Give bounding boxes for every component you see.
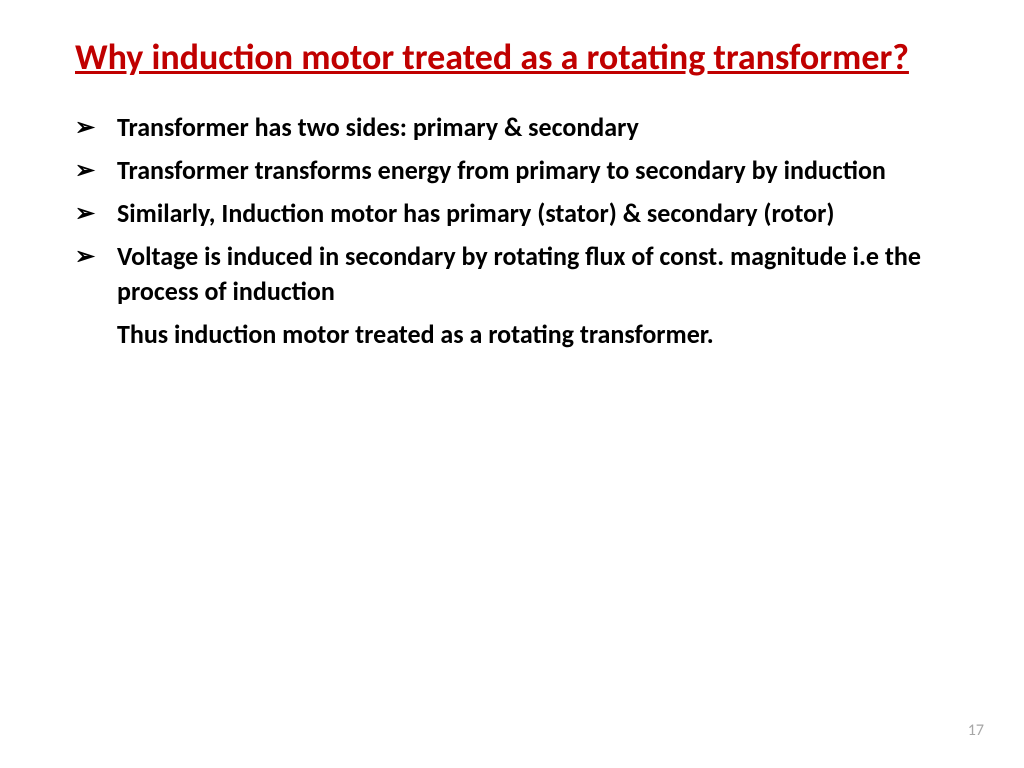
bullet-text: Transformer transforms energy from prima… [117, 153, 949, 188]
bullet-text: Similarly, Induction motor has primary (… [117, 196, 949, 231]
bullet-text: Transformer has two sides: primary & sec… [117, 110, 949, 145]
bullet-item: ➢ Voltage is induced in secondary by rot… [75, 239, 949, 309]
page-number: 17 [968, 721, 984, 740]
bullet-list: ➢ Transformer has two sides: primary & s… [75, 110, 949, 309]
bullet-marker-icon: ➢ [75, 239, 117, 273]
bullet-marker-icon: ➢ [75, 196, 117, 230]
bullet-marker-icon: ➢ [75, 110, 117, 144]
conclusion-text: Thus induction motor treated as a rotati… [117, 317, 949, 352]
bullet-text: Voltage is induced in secondary by rotat… [117, 239, 949, 309]
slide-title: Why induction motor treated as a rotatin… [75, 35, 949, 80]
bullet-marker-icon: ➢ [75, 153, 117, 187]
bullet-item: ➢ Similarly, Induction motor has primary… [75, 196, 949, 231]
bullet-item: ➢ Transformer has two sides: primary & s… [75, 110, 949, 145]
bullet-item: ➢ Transformer transforms energy from pri… [75, 153, 949, 188]
